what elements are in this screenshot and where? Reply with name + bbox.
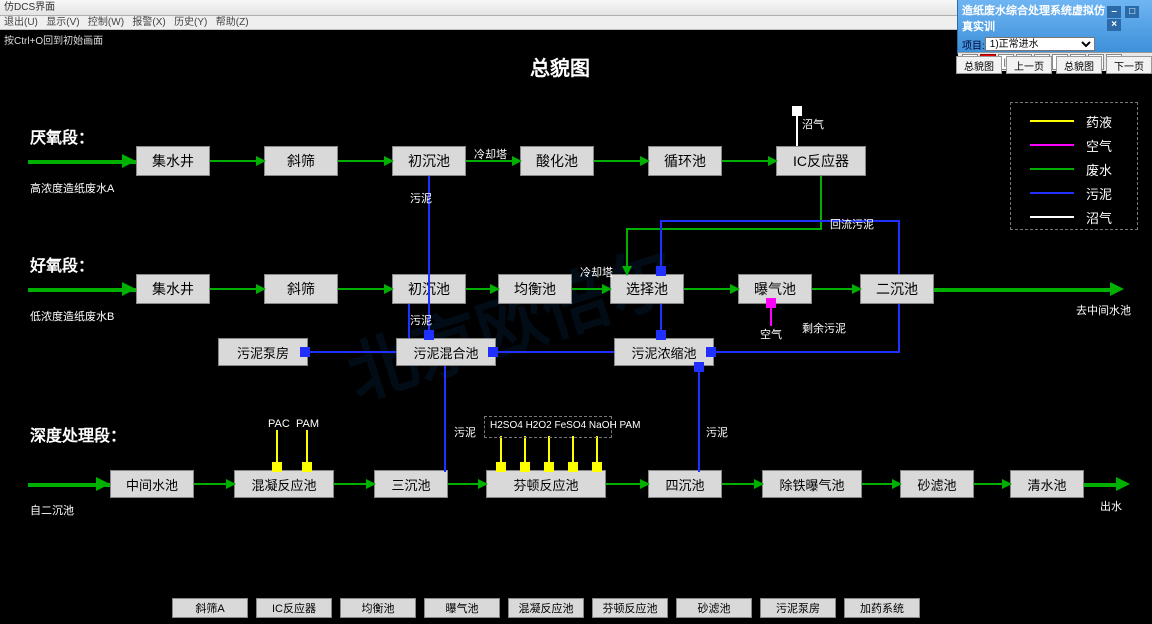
sludge-lbl-1: 污泥	[410, 190, 432, 206]
return-sludge-lbl: 回流污泥	[830, 216, 874, 232]
node-screen-b[interactable]: 斜筛	[264, 274, 338, 304]
section-aerobic: 好氧段：	[30, 252, 94, 276]
inlet-a-line	[28, 160, 136, 164]
inlet-a-label: 高浓度造纸废水A	[30, 180, 114, 196]
nav-btn[interactable]: IC反应器	[256, 598, 332, 618]
outlet-1-label: 去中间水池	[1076, 302, 1131, 318]
nav-btn[interactable]: 加药系统	[844, 598, 920, 618]
node-collect-well-b[interactable]: 集水井	[136, 274, 210, 304]
control-panel: 造纸废水综合处理系统虚拟仿真实训 – □ × 项目: 1)正常进水 ⮌ ● ||…	[957, 0, 1152, 54]
legend-row: 污泥	[1030, 184, 1130, 202]
node-third-sed[interactable]: 三沉池	[374, 470, 448, 498]
diagram-canvas: 按Ctrl+O回到初始画面 总貌图 北京欧倍尔 厌氧段： 好氧段： 深度处理段：…	[0, 30, 1152, 624]
close-icon[interactable]: ×	[1107, 19, 1121, 31]
node-coag[interactable]: 混凝反应池	[234, 470, 334, 498]
dropdown-label: 项目:	[962, 37, 985, 52]
cooling-1: 冷却塔	[474, 146, 507, 162]
node-balance[interactable]: 均衡池	[498, 274, 572, 304]
residual-sludge-lbl: 剩余污泥	[802, 320, 846, 336]
menu-item[interactable]: 历史(Y)	[174, 17, 207, 28]
nav-prev[interactable]: 上一页	[1006, 56, 1052, 74]
menu-item[interactable]: 显示(V)	[46, 17, 79, 28]
menu-item[interactable]: 帮助(Z)	[216, 17, 249, 28]
sludge-lbl-2: 污泥	[410, 312, 432, 328]
nav-btn[interactable]: 均衡池	[340, 598, 416, 618]
pam-lbl: PAM	[296, 418, 319, 430]
node-iron-aer[interactable]: 除铁曝气池	[762, 470, 862, 498]
legend-row: 空气	[1030, 136, 1130, 154]
project-select[interactable]: 1)正常进水	[985, 37, 1095, 51]
legend-row: 药液	[1030, 112, 1130, 130]
node-second-sed[interactable]: 二沉池	[860, 274, 934, 304]
section-deep: 深度处理段：	[30, 422, 126, 446]
node-sand[interactable]: 砂滤池	[900, 470, 974, 498]
cooling-2: 冷却塔	[580, 264, 613, 280]
inlet-c-label: 自二沉池	[30, 502, 74, 518]
legend-row: 废水	[1030, 160, 1130, 178]
panel-title: 造纸废水综合处理系统虚拟仿真实训	[962, 2, 1106, 34]
pac-lbl: PAC	[268, 418, 290, 430]
menu-item[interactable]: 报警(X)	[132, 17, 165, 28]
biogas-lbl: 沼气	[802, 116, 824, 132]
outlet-2-label: 出水	[1100, 498, 1122, 514]
nav-next[interactable]: 下一页	[1106, 56, 1152, 74]
menu-item[interactable]: 控制(W)	[88, 17, 124, 28]
node-sludge-pump[interactable]: 污泥泵房	[218, 338, 308, 366]
nav-btn[interactable]: 污泥泵房	[760, 598, 836, 618]
node-collect-well-a[interactable]: 集水井	[136, 146, 210, 176]
node-cycle[interactable]: 循环池	[648, 146, 722, 176]
nav-btn[interactable]: 芬顿反应池	[592, 598, 668, 618]
arrow	[122, 154, 136, 168]
air-lbl: 空气	[760, 326, 782, 342]
menu-item[interactable]: 退出(U)	[4, 17, 38, 28]
node-fenton[interactable]: 芬顿反应池	[486, 470, 606, 498]
watermark: 北京欧倍尔	[333, 220, 687, 419]
nav-btn[interactable]: 混凝反应池	[508, 598, 584, 618]
nav-overview[interactable]: 总貌图	[956, 56, 1002, 74]
node-mid-tank[interactable]: 中间水池	[110, 470, 194, 498]
sludge-lbl-4: 污泥	[706, 424, 728, 440]
node-clear[interactable]: 清水池	[1010, 470, 1084, 498]
sludge-lbl-3: 污泥	[454, 424, 476, 440]
node-ic-reactor[interactable]: IC反应器	[776, 146, 866, 176]
legend-row: 沼气	[1030, 208, 1130, 226]
node-select[interactable]: 选择池	[610, 274, 684, 304]
inlet-b-label: 低浓度造纸废水B	[30, 308, 114, 324]
node-fourth-sed[interactable]: 四沉池	[648, 470, 722, 498]
nav-overview2[interactable]: 总貌图	[1056, 56, 1102, 74]
hint-text: 按Ctrl+O回到初始画面	[4, 32, 103, 47]
node-acid[interactable]: 酸化池	[520, 146, 594, 176]
fenton-chems-lbl: H2SO4 H2O2 FeSO4 NaOH PAM	[490, 420, 640, 431]
node-screen-a[interactable]: 斜筛	[264, 146, 338, 176]
nav-btn[interactable]: 斜筛A	[172, 598, 248, 618]
nav-btn[interactable]: 砂滤池	[676, 598, 752, 618]
node-sludge-mix[interactable]: 污泥混合池	[396, 338, 496, 366]
page-title: 总貌图	[530, 52, 590, 81]
minimize-icon[interactable]: –	[1107, 6, 1121, 18]
maximize-icon[interactable]: □	[1125, 6, 1139, 18]
node-primary-a[interactable]: 初沉池	[392, 146, 466, 176]
nav-btn[interactable]: 曝气池	[424, 598, 500, 618]
section-anaerobic: 厌氧段：	[30, 124, 94, 148]
